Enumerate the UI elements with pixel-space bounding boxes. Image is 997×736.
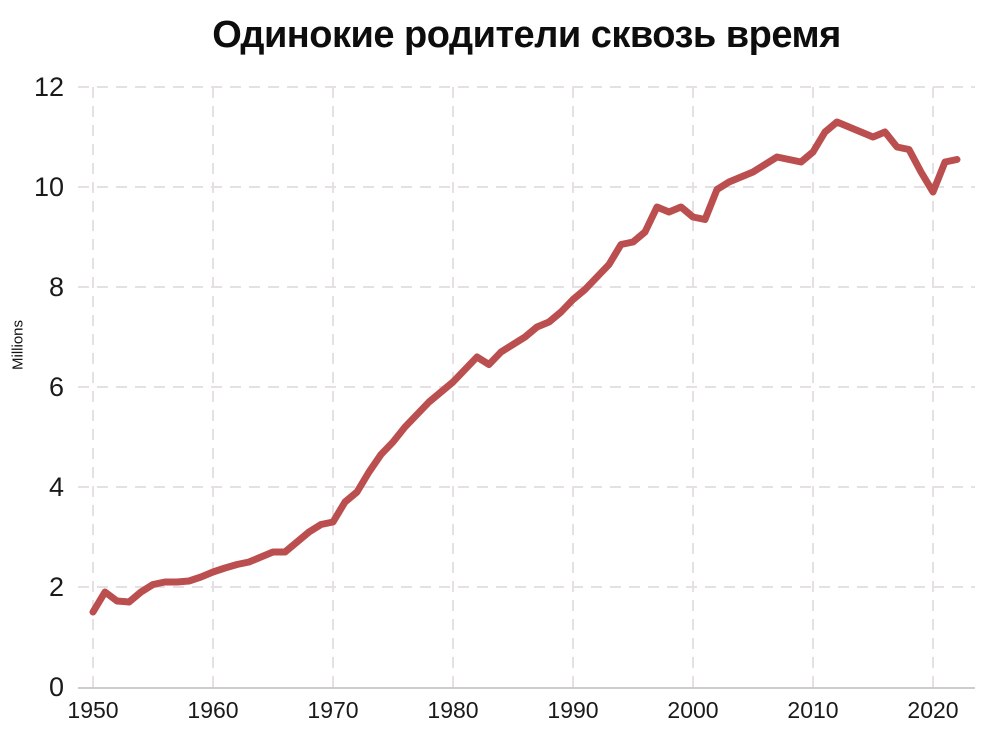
gridlines (78, 86, 975, 687)
x-tick-label: 2020 (907, 697, 959, 723)
y-tick-label: 12 (33, 72, 64, 102)
chart-title: Одинокие родители сквозь время (212, 14, 841, 56)
x-tick-label: 1970 (307, 697, 359, 723)
data-line-series (89, 118, 961, 616)
x-tick-label: 2010 (787, 697, 839, 723)
y-tick-label: 6 (48, 372, 64, 402)
x-tick-label: 1990 (547, 697, 599, 723)
y-tick-label: 2 (48, 572, 64, 602)
x-tick-label: 1960 (187, 697, 239, 723)
y-tick-label: 0 (48, 672, 64, 702)
x-tick-label: 1980 (427, 697, 479, 723)
x-tick-label: 1950 (67, 697, 119, 723)
y-tick-label: 8 (48, 272, 64, 302)
x-tick-label: 2000 (667, 697, 719, 723)
y-tick-label: 10 (33, 172, 64, 202)
y-tick-label: 4 (48, 472, 64, 502)
